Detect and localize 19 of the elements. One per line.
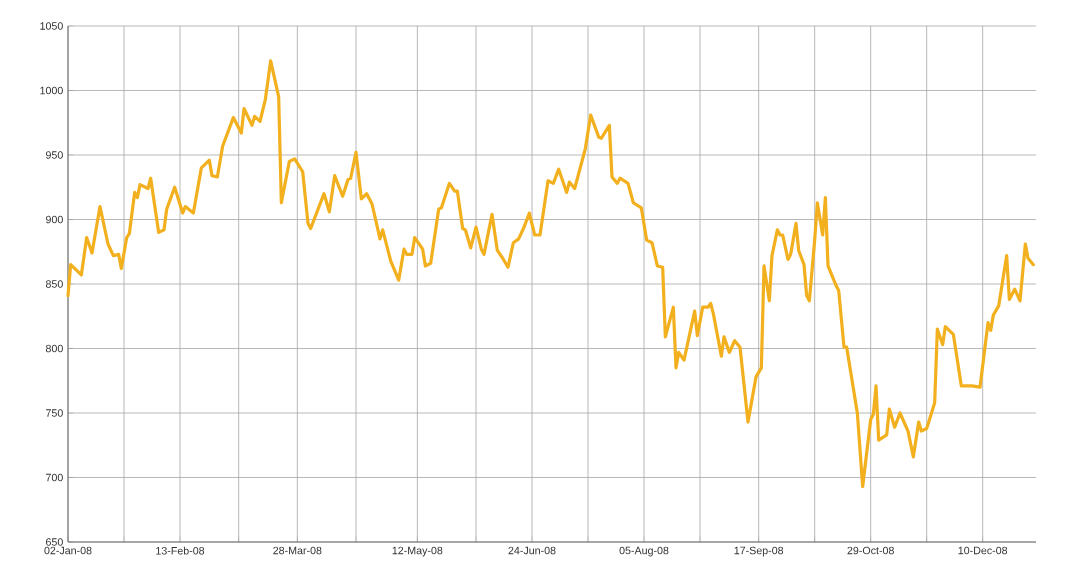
x-tick-label: 02-Jan-08 xyxy=(44,546,92,555)
y-tick-label: 750 xyxy=(46,409,63,417)
x-tick-label: 12-May-08 xyxy=(392,546,443,557)
y-tick-label: 700 xyxy=(46,473,63,482)
y-tick-label: 850 xyxy=(45,280,63,288)
y-tick-label: 950 xyxy=(46,151,63,159)
x-tick-label: 05-Aug-08 xyxy=(619,546,669,557)
x-tick-label: 13-Feb-08 xyxy=(156,546,205,555)
y-tick-label: 800 xyxy=(45,344,63,353)
line-series xyxy=(66,59,1035,489)
x-tick-label: 17-Sep-08 xyxy=(734,546,784,557)
x-tick-label: 28-Mar-08 xyxy=(273,546,322,555)
y-tick-label: 1050 xyxy=(40,22,63,30)
y-tick-label: 650 xyxy=(46,538,63,546)
y-tick-label: 1000 xyxy=(40,86,63,95)
x-tick-label: 24-Jun-08 xyxy=(508,546,556,555)
y-tick-label: 900 xyxy=(46,215,63,224)
x-tick-label: 10-Dec-08 xyxy=(958,546,1008,555)
x-tick-label: 29-Oct-08 xyxy=(847,546,894,555)
